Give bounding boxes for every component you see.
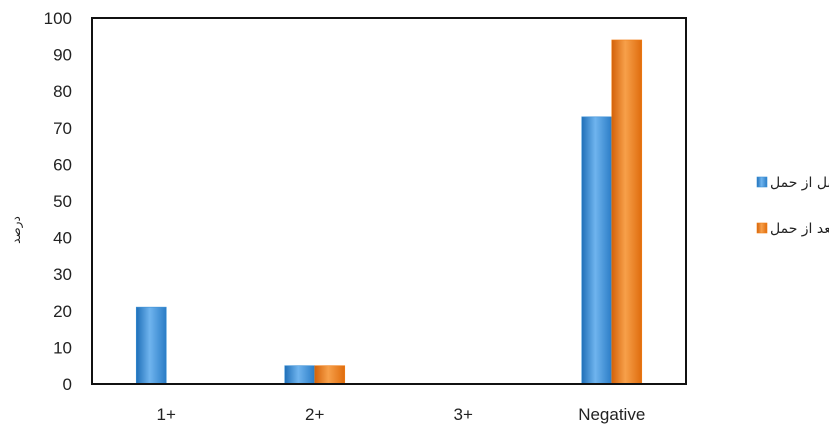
y-tick-label: 10	[53, 338, 72, 357]
y-tick-labels: 0 10 20 30 40 50 60 70 80 90 100	[44, 9, 72, 394]
bar-after-1	[314, 365, 346, 385]
legend-swatch-1	[756, 222, 768, 234]
y-tick-label: 100	[44, 9, 72, 28]
y-axis-label-group: درصد	[9, 216, 24, 244]
plot-area-frame	[91, 17, 687, 385]
bars	[135, 39, 643, 385]
y-tick-label: 0	[63, 375, 72, 394]
y-tick-label: 70	[53, 119, 72, 138]
legend-swatch-0	[756, 176, 768, 188]
y-axis-label: درصد	[9, 216, 24, 244]
y-tick-label: 80	[53, 82, 72, 101]
y-tick-label: 50	[53, 192, 72, 211]
legend-label-1: بعد از حمل	[770, 221, 829, 237]
bar-before-0	[135, 306, 167, 385]
legend-label-0: قبل از حمل	[770, 175, 829, 191]
legend: قبل از حمل بعد از حمل	[756, 175, 829, 237]
y-tick-label: 60	[53, 155, 72, 174]
x-tick-label: 3+	[454, 405, 473, 424]
x-tick-labels: 1+ 2+ 3+ Negative	[157, 405, 646, 424]
x-tick-label: Negative	[578, 405, 645, 424]
bar-after-3	[611, 39, 643, 385]
y-tick-label: 90	[53, 46, 72, 65]
y-tick-label: 40	[53, 229, 72, 248]
bar-before-3	[581, 116, 613, 385]
x-tick-label: 1+	[157, 405, 176, 424]
y-tick-label: 20	[53, 302, 72, 321]
y-tick-label: 30	[53, 265, 72, 284]
x-tick-label: 2+	[305, 405, 324, 424]
bar-before-1	[284, 365, 316, 385]
